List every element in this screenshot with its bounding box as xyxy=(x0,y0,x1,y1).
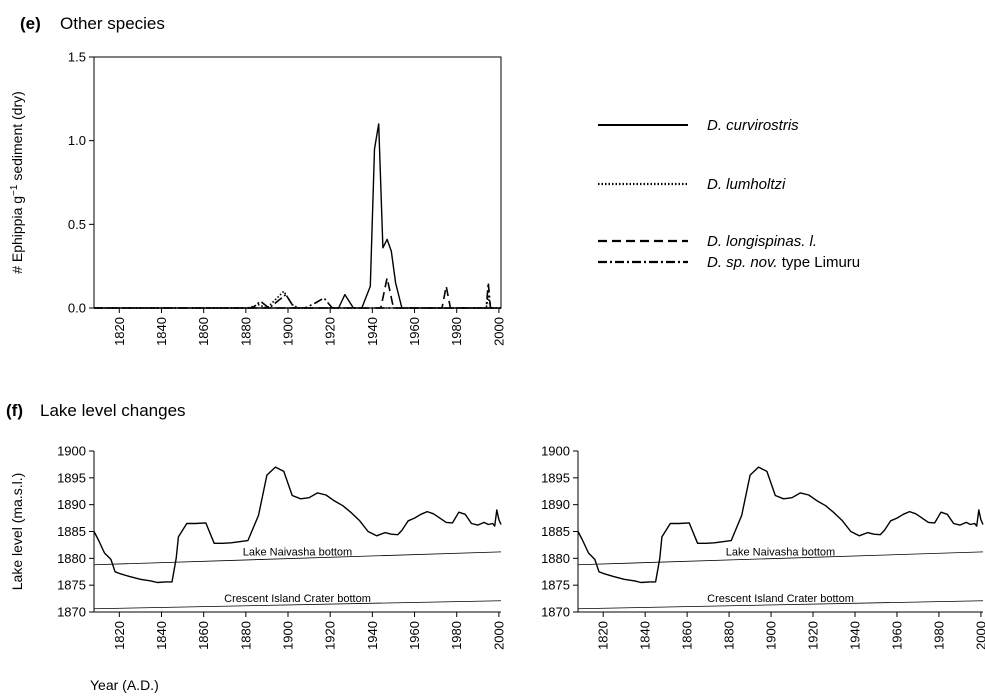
y-tick-label: 1895 xyxy=(57,470,86,485)
x-tick-label: 1820 xyxy=(596,621,611,650)
x-tick-label: 1840 xyxy=(638,621,653,650)
y-tick-label: 1895 xyxy=(541,470,570,485)
ephippia-legend: D. curvirostris D. lumholtzi D. longispina… xyxy=(598,117,860,271)
y-tick-label: 1890 xyxy=(57,497,86,512)
x-tick-label: 1820 xyxy=(112,621,127,650)
x-tick-label: 1900 xyxy=(281,621,296,650)
y-tick-label: 1890 xyxy=(541,497,570,512)
y-tick-label: 1880 xyxy=(57,551,86,566)
x-tick-label: 1820 xyxy=(112,317,127,346)
series-line-1 xyxy=(93,466,502,584)
y-axis-title-part: sediment (dry) xyxy=(9,91,25,184)
reference-line xyxy=(577,551,984,566)
series-line-1 xyxy=(577,466,984,584)
y-tick-label: 1.0 xyxy=(68,133,86,148)
y-tick-label: 1900 xyxy=(57,444,86,459)
reference-line-label: Crescent Island Crater bottom xyxy=(224,593,371,605)
x-tick-label: 1980 xyxy=(449,621,464,650)
panel-e-title: Other species xyxy=(60,14,165,33)
series-line-4 xyxy=(94,282,501,309)
panel-f-title: Lake level changes xyxy=(40,401,186,420)
x-tick-label: 1880 xyxy=(722,621,737,650)
series-line-1 xyxy=(94,123,501,309)
lake-level-chart-right: 1870 1875 1880 1885 1890 1895 1900 1820 1840 1860… xyxy=(541,444,985,650)
y-tick-label: 1900 xyxy=(541,444,570,459)
panel-e-letter: (e) xyxy=(20,14,41,33)
plot-frame xyxy=(93,56,502,309)
x-tick-label: 1940 xyxy=(847,621,862,650)
legend-label-part: D. lumholtzi xyxy=(707,176,786,193)
reference-line xyxy=(93,551,502,566)
y-tick-label: 1885 xyxy=(541,524,570,539)
x-tick-label: 1860 xyxy=(680,621,695,650)
x-tick-label: 1960 xyxy=(407,621,422,650)
y-axis-title: Lake level (ma.s.l.) xyxy=(9,473,25,590)
legend-label-1: D. curvirostris xyxy=(707,117,799,134)
x-tick-label: 2000 xyxy=(973,621,985,650)
x-tick-label: 2000 xyxy=(491,317,506,346)
ephippia-chart: 0.0 0.5 1.0 1.5 1820 1840 1860 1880 1900 1920 1940… xyxy=(9,50,507,346)
legend-label-4: D. sp. nov. type Limuru xyxy=(707,254,860,271)
x-tick-label: 1920 xyxy=(323,317,338,346)
x-tick-label: 1880 xyxy=(238,621,253,650)
x-tick-label: 1840 xyxy=(154,621,169,650)
y-axis-title-part: −1 xyxy=(9,184,20,196)
x-tick-label: 1860 xyxy=(196,621,211,650)
x-tick-label: 1940 xyxy=(365,317,380,346)
reference-line-label: Crescent Island Crater bottom xyxy=(707,593,854,605)
y-tick-label: 1.5 xyxy=(68,50,86,65)
panel-f-letter: (f) xyxy=(6,401,23,420)
x-tick-label: 1900 xyxy=(764,621,779,650)
legend-label-part: type Limuru xyxy=(778,254,861,271)
x-tick-label: 1840 xyxy=(154,317,169,346)
y-tick-label: 0.0 xyxy=(68,301,86,316)
x-tick-label: 2000 xyxy=(491,621,506,650)
figure-x-axis-title: Year (A.D.) xyxy=(90,677,159,693)
y-tick-label: 1870 xyxy=(541,605,570,620)
legend-label-part: D. curvirostris xyxy=(707,117,799,134)
lake-level-chart-left: 1870 1875 1880 1885 1890 1895 1900 1820 1840 1860… xyxy=(9,444,506,650)
y-tick-label: 1875 xyxy=(541,578,570,593)
x-tick-label: 1980 xyxy=(931,621,946,650)
legend-label-part: D. longispinas. l. xyxy=(707,233,817,250)
x-tick-label: 1920 xyxy=(323,621,338,650)
y-tick-label: 1885 xyxy=(57,524,86,539)
reference-line xyxy=(577,600,984,610)
y-tick-label: 1880 xyxy=(541,551,570,566)
y-tick-label: 1875 xyxy=(57,578,86,593)
x-tick-label: 1940 xyxy=(365,621,380,650)
reference-line-label: Lake Naivasha bottom xyxy=(726,546,835,558)
series-line-3 xyxy=(94,277,501,309)
series-line-2 xyxy=(94,290,501,309)
x-tick-label: 1900 xyxy=(281,317,296,346)
reference-line xyxy=(93,600,502,610)
legend-label-part: D. sp. nov. xyxy=(707,254,778,271)
legend-label-3: D. longispinas. l. xyxy=(707,233,817,250)
x-tick-label: 1960 xyxy=(407,317,422,346)
x-tick-label: 1960 xyxy=(889,621,904,650)
x-tick-label: 1880 xyxy=(238,317,253,346)
legend-label-2: D. lumholtzi xyxy=(707,176,786,193)
y-axis-title-part: # Ephippia g xyxy=(9,196,25,274)
reference-line-label: Lake Naivasha bottom xyxy=(243,546,352,558)
x-tick-label: 1920 xyxy=(806,621,821,650)
y-tick-label: 1870 xyxy=(57,605,86,620)
x-tick-label: 1860 xyxy=(196,317,211,346)
y-axis-title: # Ephippia g−1 sediment (dry) xyxy=(9,91,26,274)
y-tick-label: 0.5 xyxy=(68,217,86,232)
x-tick-label: 1980 xyxy=(449,317,464,346)
